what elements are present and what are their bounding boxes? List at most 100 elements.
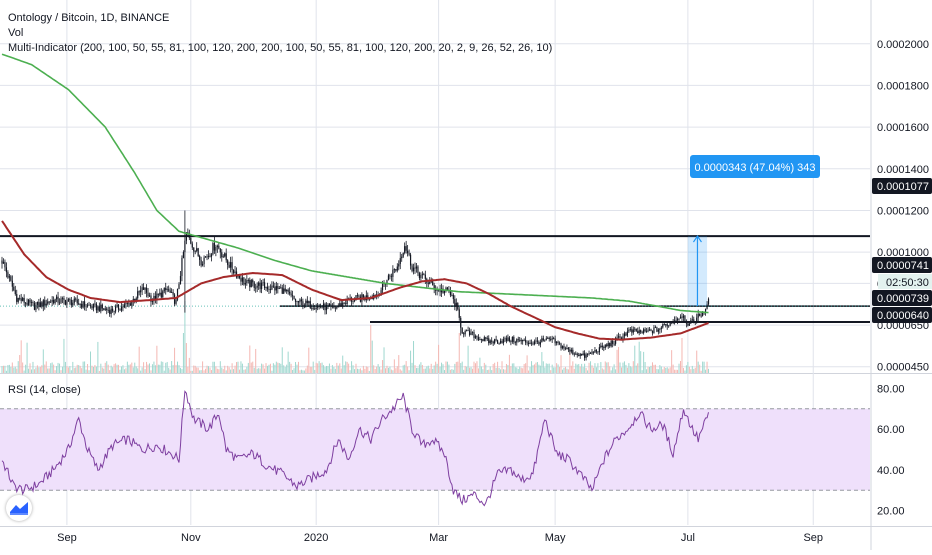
- volume-bar: [354, 369, 356, 373]
- candle-body: [291, 295, 294, 297]
- volume-bar: [457, 361, 459, 373]
- candle-body: [277, 286, 279, 289]
- candle-body: [669, 321, 671, 326]
- volume-bar: [337, 365, 339, 373]
- candle-body: [600, 345, 602, 348]
- volume-bar: [473, 361, 475, 373]
- candle-body: [259, 282, 261, 289]
- candle-body: [123, 304, 126, 308]
- candle-body: [427, 282, 429, 284]
- volume-bar: [28, 368, 30, 373]
- candle-body: [575, 353, 577, 355]
- volume-bar: [365, 366, 367, 373]
- volume-bar: [570, 365, 572, 373]
- volume-bar: [269, 363, 271, 373]
- candle-body: [231, 262, 233, 270]
- volume-bar: [678, 363, 680, 373]
- volume-bar: [483, 362, 485, 373]
- candle-body: [362, 294, 364, 298]
- candle-body: [89, 305, 92, 307]
- candle-body: [637, 331, 639, 334]
- candle-body: [328, 304, 331, 306]
- candle-body: [558, 342, 561, 344]
- volume-bar: [584, 363, 586, 373]
- volume-bar: [274, 364, 276, 373]
- volume-bar: [230, 369, 232, 373]
- candle-body: [20, 298, 22, 301]
- candle-body: [690, 320, 692, 324]
- candle-body: [63, 298, 65, 301]
- candle-body: [358, 295, 360, 297]
- volume-bar: [23, 370, 25, 373]
- volume-bar: [193, 365, 195, 373]
- indicator-legend: Multi-Indicator (200, 100, 50, 55, 81, 1…: [8, 42, 553, 54]
- candle-body: [246, 280, 248, 284]
- volume-bar: [680, 361, 681, 373]
- candle-body: [660, 327, 662, 330]
- candle-body: [687, 323, 689, 326]
- volume-bar: [107, 364, 109, 373]
- volume-bar: [73, 368, 75, 373]
- volume-bar: [258, 368, 260, 373]
- volume-bar: [587, 370, 589, 373]
- volume-bar: [150, 370, 152, 373]
- volume-bar: [151, 364, 153, 373]
- candle-body: [693, 319, 695, 323]
- volume-bar: [539, 365, 541, 373]
- rsi-legend: RSI (14, close): [8, 384, 81, 396]
- volume-bar: [504, 369, 506, 373]
- candle-body: [296, 301, 298, 302]
- countdown-label: 02:50:30: [886, 277, 929, 289]
- candle-body: [511, 336, 513, 342]
- volume-bar: [697, 361, 699, 373]
- candle-body: [485, 337, 487, 339]
- candle-body: [532, 343, 534, 345]
- candle-body: [36, 301, 38, 305]
- volume-bar: [250, 362, 252, 373]
- volume-bar: [582, 367, 584, 373]
- candle-body: [318, 305, 320, 307]
- volume-bar: [1, 365, 3, 373]
- candle-body: [554, 338, 556, 344]
- volume-bar: [212, 361, 214, 373]
- volume-bar: [414, 365, 416, 373]
- volume-bar: [563, 367, 565, 373]
- candle-body: [389, 275, 391, 277]
- candle-body: [98, 306, 100, 312]
- candle-body: [443, 290, 446, 294]
- candle-body: [446, 287, 449, 290]
- candle-body: [625, 333, 627, 336]
- volume-bar: [421, 364, 423, 373]
- volume-bar: [595, 367, 597, 373]
- candle-body: [308, 301, 310, 304]
- tradingview-logo[interactable]: [6, 495, 32, 521]
- candle-body: [424, 274, 426, 279]
- volume-bar: [637, 363, 639, 373]
- price-tag-label: 0.0000640: [877, 310, 929, 322]
- volume-bar: [497, 361, 499, 373]
- candle-body: [628, 329, 630, 332]
- candle-body: [303, 305, 305, 307]
- volume-bar: [663, 366, 665, 373]
- y-tick-label: 0.0001000: [877, 247, 929, 259]
- candle-body: [612, 340, 614, 344]
- candle-body: [631, 329, 633, 333]
- candle-body: [572, 349, 574, 355]
- candle-body: [106, 308, 108, 310]
- volume-bar: [625, 364, 627, 373]
- candle-body: [219, 248, 221, 253]
- y-tick-label: 0.0001800: [877, 80, 929, 92]
- volume-bar: [134, 362, 136, 373]
- volume-bar: [529, 367, 531, 373]
- volume-bar: [11, 362, 13, 373]
- volume-bar: [482, 369, 484, 373]
- candle-body: [671, 321, 673, 323]
- candle-body: [566, 347, 568, 350]
- candle-body: [58, 302, 61, 304]
- candle-body: [696, 317, 698, 323]
- volume-bar: [199, 370, 201, 373]
- volume-bar: [227, 365, 229, 373]
- volume-bar: [528, 370, 530, 373]
- tradingview-logo-icon: [10, 502, 28, 515]
